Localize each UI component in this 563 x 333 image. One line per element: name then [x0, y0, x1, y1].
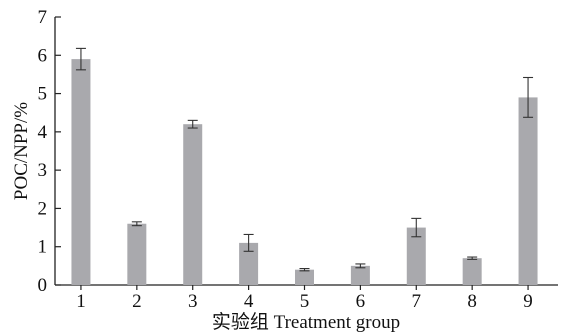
x-tick-label: 9 [523, 291, 533, 312]
x-tick-label: 6 [356, 291, 366, 312]
bar [127, 223, 147, 285]
error-bar [467, 256, 478, 260]
y-axis-title: POC/NPP/% [11, 102, 32, 200]
x-tick-label: 5 [300, 291, 310, 312]
bar [71, 59, 91, 285]
bar [406, 227, 426, 285]
x-axis-title: 实验组 Treatment group [212, 311, 400, 333]
y-tick-label: 3 [38, 160, 48, 181]
x-tick-label: 8 [467, 291, 477, 312]
x-tick-label: 3 [188, 291, 198, 312]
x-tick-label: 2 [132, 291, 142, 312]
y-tick-label: 2 [38, 198, 48, 219]
y-tick-label: 6 [38, 45, 48, 66]
x-tick-label: 1 [76, 291, 86, 312]
y-tick-label: 1 [38, 237, 48, 258]
bar [518, 97, 538, 286]
error-bar [411, 217, 422, 238]
bar [350, 265, 370, 285]
error-bar [243, 233, 254, 252]
bar [295, 269, 314, 285]
error-bar [187, 119, 198, 129]
x-axis: 1 2 3 4 5 6 7 8 9 [55, 284, 558, 312]
y-tick-label: 4 [38, 122, 48, 143]
y-tick-label: 0 [38, 275, 48, 296]
error-bar [75, 47, 86, 71]
bar [239, 242, 259, 285]
y-axis: 0 1 2 3 4 5 6 7 [38, 7, 61, 296]
error-bar [355, 263, 366, 269]
bar [183, 124, 203, 285]
error-bar [523, 76, 534, 118]
y-tick-label: 7 [38, 7, 48, 28]
x-tick-label: 7 [412, 291, 422, 312]
x-tick-label: 4 [244, 291, 254, 312]
bar [462, 258, 482, 285]
error-bar [299, 267, 310, 272]
error-bar [131, 221, 142, 227]
y-tick-label: 5 [38, 84, 48, 105]
bar-series [71, 47, 538, 286]
